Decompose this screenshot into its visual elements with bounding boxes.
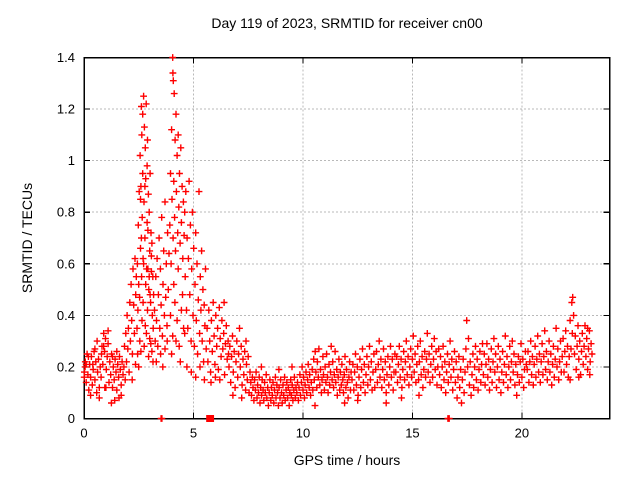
x-tick-label: 10	[296, 426, 310, 441]
flagged-point-square	[207, 415, 215, 422]
x-tick-label: 5	[190, 426, 197, 441]
y-tick-label: 1	[68, 153, 75, 168]
y-tick-label: 1.4	[57, 50, 75, 65]
y-tick-label: 1.2	[57, 102, 75, 117]
tick-labels: 0 5 10 15 20 0 0.2 0.4 0.6 0.8 1 1.2 1.4	[57, 50, 529, 441]
scatter-points	[80, 54, 596, 422]
y-tick-label: 0.4	[57, 308, 75, 323]
y-tick-label: 0.8	[57, 205, 75, 220]
x-tick-label: 15	[405, 426, 419, 441]
x-axis-label: GPS time / hours	[293, 452, 401, 468]
chart-title: Day 119 of 2023, SRMTID for receiver cn0…	[211, 15, 483, 31]
y-tick-label: 0	[68, 411, 75, 426]
y-tick-label: 0.6	[57, 256, 75, 271]
y-tick-label: 0.2	[57, 359, 75, 374]
flagged-square-points	[206, 415, 215, 422]
x-tick-label: 0	[80, 426, 87, 441]
plot-border	[83, 56, 611, 420]
x-tick-label: 20	[515, 426, 529, 441]
